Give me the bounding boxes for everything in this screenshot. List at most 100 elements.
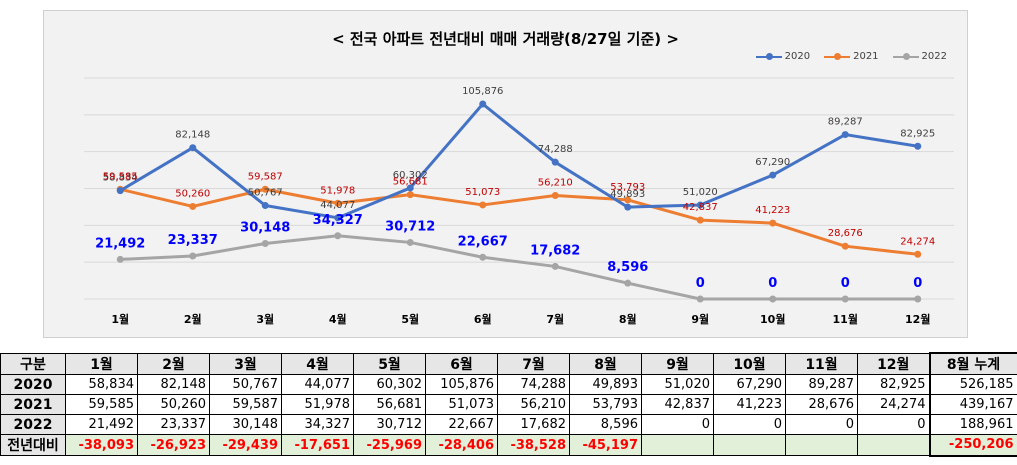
data-label-2020: 50,767: [248, 188, 283, 199]
table-cell: 74,288: [497, 374, 570, 395]
table-cell: 21,492: [65, 414, 138, 435]
table-cell: 67,290: [713, 374, 786, 395]
x-tick-label: 6월: [474, 312, 492, 326]
data-point-2021: [479, 201, 487, 209]
row-label: 2020: [0, 374, 66, 395]
legend-item-2020: 2020: [755, 51, 810, 62]
table-cell: -29,439: [209, 434, 282, 456]
table-cell: 50,260: [137, 394, 210, 415]
table-cell: -17,651: [281, 434, 354, 456]
data-label-2022: 0: [768, 276, 777, 291]
line-chart: 1월 2월 3월 4월 5월 6월 7월 8월 9월 10월 11월 12월 58,834 82,148 5…: [84, 77, 954, 326]
table-cell: 49,893: [569, 374, 642, 395]
series-line-2020: [119, 102, 918, 220]
table-row: 2022 21,492 23,337 30,148 34,327 30,712 22,667…: [0, 414, 1017, 435]
table-cell: 53,793: [569, 394, 642, 415]
data-label-2022: 21,492: [95, 236, 145, 251]
table-cell: 22,667: [425, 414, 498, 435]
data-point-2020: [189, 144, 197, 152]
data-point-2021: [769, 219, 777, 227]
chart-title: < 전국 아파트 전년대비 매매 거래량(8/27일 기준) >: [332, 30, 679, 48]
series-line-2021: [119, 187, 918, 256]
table-cell: 0: [785, 414, 858, 435]
row-label: 2021: [0, 394, 66, 415]
table-cell: 59,585: [65, 394, 138, 415]
table-cell: [713, 434, 786, 456]
data-point-2022: [551, 262, 559, 270]
data-label-2021: 56,681: [393, 177, 428, 188]
table-cell: 0: [713, 414, 786, 435]
table-cell: 23,337: [137, 414, 210, 435]
data-label-2021: 50,260: [175, 188, 210, 199]
legend-item-2022: 2022: [892, 51, 947, 62]
header-cell: 3월: [209, 352, 282, 375]
data-point-2020: [914, 142, 922, 150]
data-point-2020: [696, 201, 704, 209]
data-label-2021: 51,073: [465, 187, 500, 198]
data-label-2022: 0: [913, 276, 922, 291]
data-label-2020: 49,893: [610, 189, 645, 200]
legend-swatch-2022: [892, 52, 919, 61]
data-point-2021: [551, 191, 559, 199]
table-cell: [641, 434, 714, 456]
table-cell: -38,093: [65, 434, 138, 456]
header-cell: 2월: [137, 352, 210, 375]
table-cell: 82,925: [857, 374, 930, 395]
table-cell: 28,676: [785, 394, 858, 415]
table-cell: 17,682: [497, 414, 570, 435]
data-point-2022: [189, 252, 197, 260]
data-point-2020: [479, 100, 487, 108]
data-label-2022: 30,148: [240, 220, 290, 235]
table-cell: 30,148: [209, 414, 282, 435]
table-cell: 41,223: [713, 394, 786, 415]
data-label-2020: 105,876: [462, 86, 503, 97]
data-point-2022: [841, 295, 849, 303]
data-point-2021: [406, 191, 414, 199]
table-cell: 50,767: [209, 374, 282, 395]
header-cell: 4월: [281, 352, 354, 375]
data-point-2021: [261, 185, 269, 193]
table-cell: 105,876: [425, 374, 498, 395]
data-point-2020: [624, 203, 632, 211]
data-label-2021: 28,676: [828, 228, 863, 239]
data-label-2022: 30,712: [385, 219, 435, 234]
chart-panel: < 전국 아파트 전년대비 매매 거래량(8/27일 기준) > 2020 20…: [43, 10, 968, 338]
header-cell: 7월: [497, 352, 570, 375]
table-cell: -250,206: [928, 434, 1017, 457]
data-label-2022: 34,327: [313, 213, 363, 228]
data-label-2021: 53,793: [610, 182, 645, 193]
table-cell: 51,020: [641, 374, 714, 395]
data-point-2022: [116, 255, 124, 263]
legend-label-2022: 2022: [921, 51, 947, 62]
x-tick-label: 9월: [691, 312, 709, 326]
x-tick-label: 2월: [184, 312, 202, 326]
table-cell: 89,287: [785, 374, 858, 395]
table-cell: -26,923: [137, 434, 210, 456]
table-cell: 0: [857, 414, 930, 435]
table-row: 전년대비 -38,093 -26,923 -29,439 -17,651 -25,969-…: [0, 434, 1017, 457]
table-cell: 8,596: [569, 414, 642, 435]
data-table: 구분 1월 2월 3월 4월 5월 6월 7월 8월 9월 10월 11월 12월 8월 누계 2020 5…: [0, 352, 1017, 457]
header-cell: 5월: [353, 352, 426, 375]
table-cell: -38,528: [497, 434, 570, 456]
data-point-2020: [261, 202, 269, 210]
data-point-2021: [189, 202, 197, 210]
table-cell: 51,073: [425, 394, 498, 415]
table-row: 2021 59,585 50,260 59,587 51,978 56,681 51,073…: [0, 394, 1017, 415]
header-cell: 6월: [425, 352, 498, 375]
legend-swatch-2021: [824, 52, 851, 61]
row-label: 전년대비: [0, 434, 66, 456]
data-point-2022: [624, 279, 632, 287]
data-label-2020: 74,288: [538, 144, 573, 155]
table-cell: 60,302: [353, 374, 426, 395]
data-point-2021: [696, 216, 704, 224]
data-label-2021: 59,585: [103, 171, 138, 182]
data-label-2022: 23,337: [168, 233, 218, 248]
header-cell: 8월: [569, 352, 642, 375]
table-cell: 526,185: [928, 374, 1017, 395]
data-point-2022: [914, 295, 922, 303]
data-point-2022: [769, 295, 777, 303]
data-point-2022: [406, 238, 414, 246]
data-label-2020: 82,148: [175, 130, 210, 141]
x-tick-label: 5월: [401, 312, 419, 326]
